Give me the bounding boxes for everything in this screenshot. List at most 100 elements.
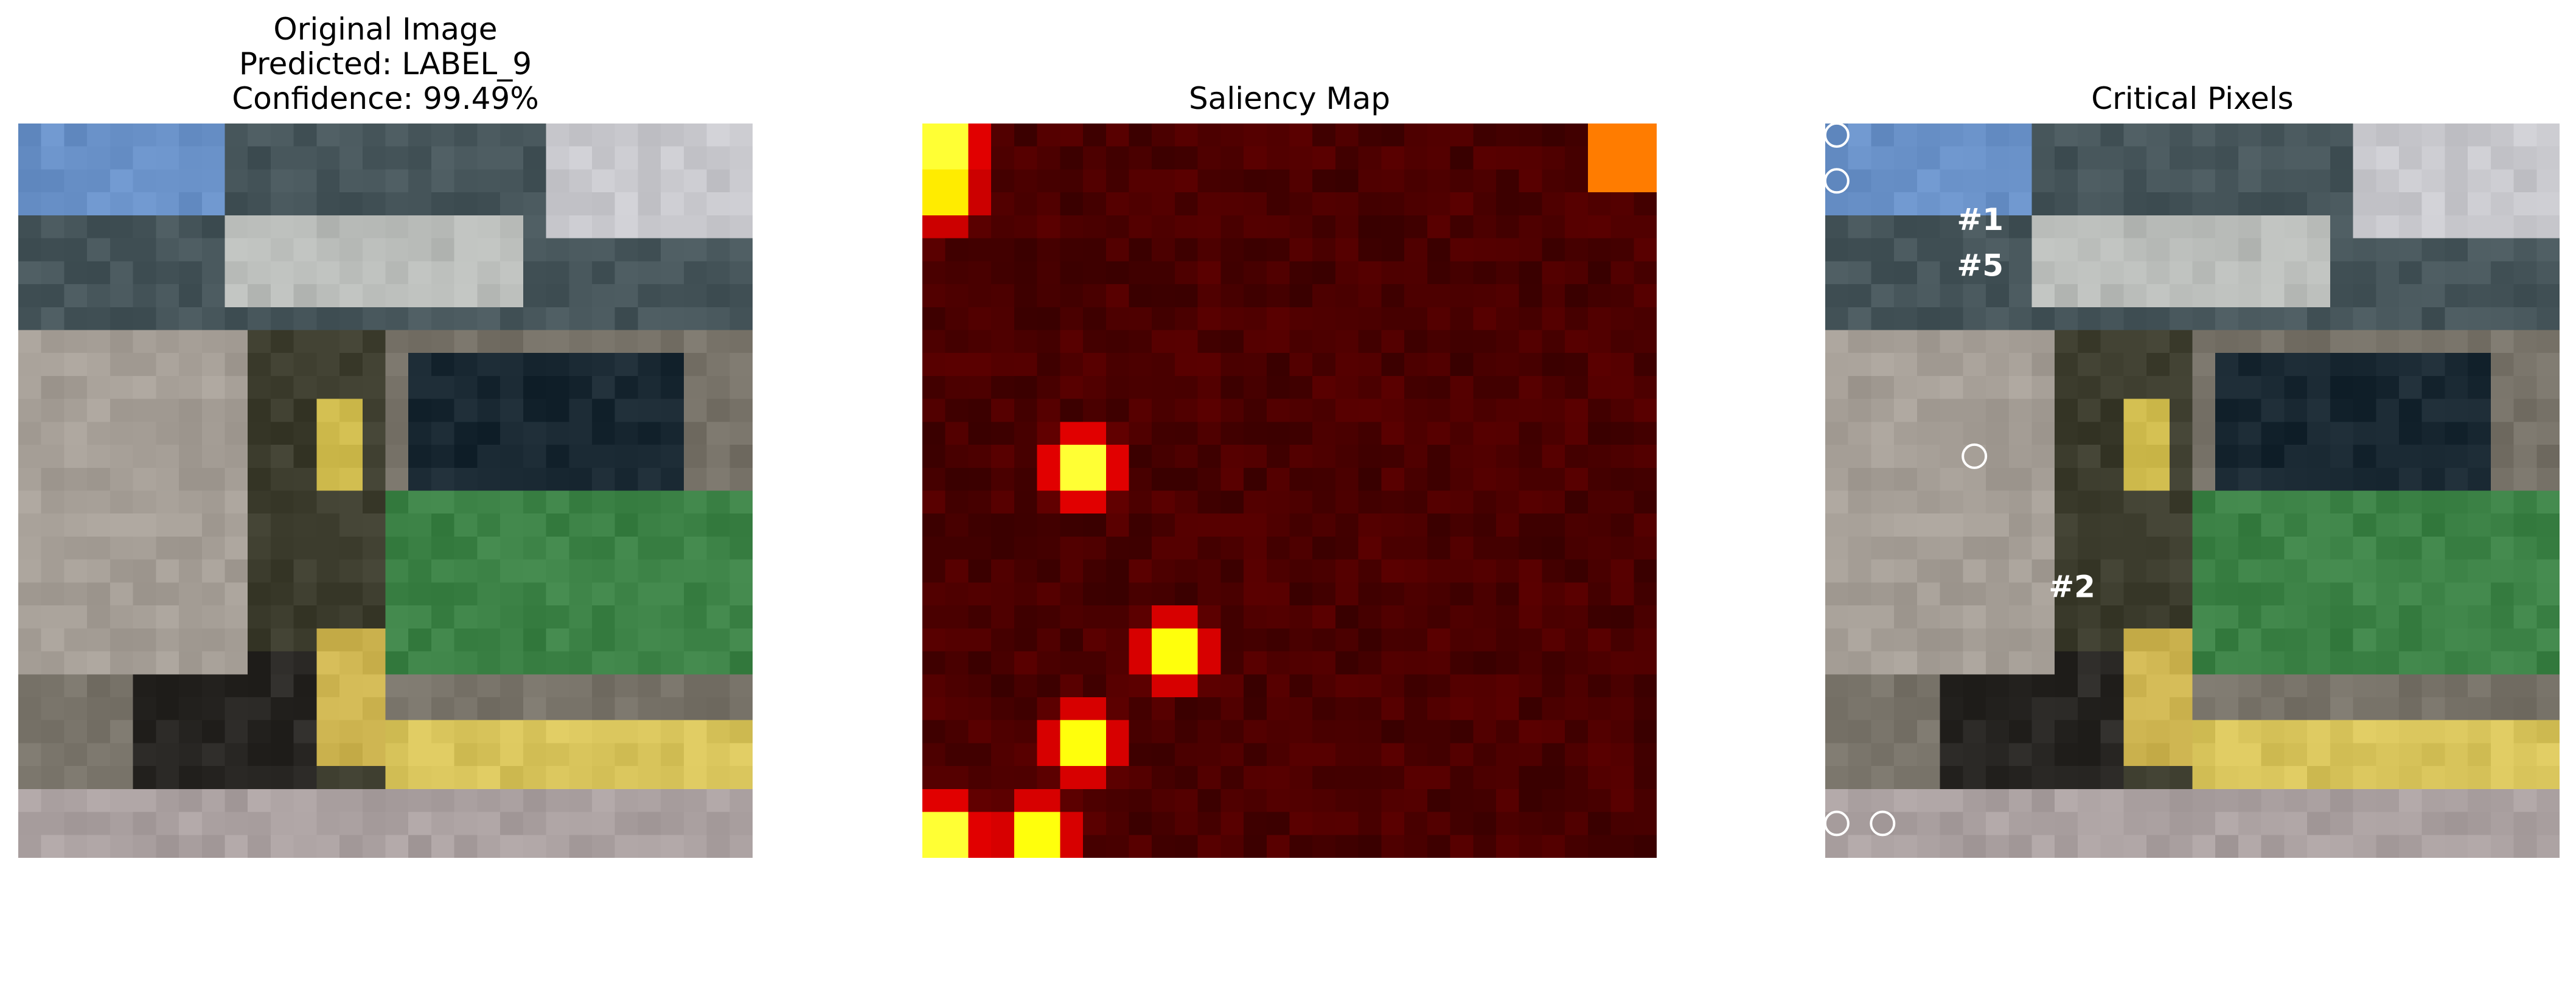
- image-pixel: [1610, 422, 1635, 445]
- image-pixel: [1634, 674, 1657, 698]
- image-pixel: [2330, 353, 2354, 377]
- image-pixel: [1289, 788, 1313, 813]
- image-pixel: [546, 490, 570, 514]
- image-pixel: [87, 124, 111, 147]
- image-pixel: [408, 536, 432, 560]
- image-pixel: [2398, 812, 2423, 836]
- image-pixel: [18, 559, 42, 583]
- image-pixel: [945, 353, 969, 377]
- image-pixel: [661, 399, 684, 423]
- image-pixel: [1940, 284, 1964, 308]
- image-pixel: [968, 399, 992, 423]
- image-pixel: [1037, 261, 1061, 285]
- image-pixel: [133, 192, 157, 216]
- image-pixel: [2353, 651, 2377, 675]
- image-pixel: [339, 628, 363, 652]
- image-pixel: [1894, 399, 1918, 423]
- image-pixel: [922, 490, 946, 514]
- image-pixel: [1542, 788, 1565, 813]
- image-pixel: [1060, 674, 1084, 698]
- image-pixel: [2398, 467, 2423, 492]
- image-pixel: [2077, 445, 2101, 468]
- image-pixel: [362, 743, 386, 767]
- image-pixel: [1986, 422, 2010, 445]
- image-pixel: [2330, 399, 2354, 423]
- image-pixel: [1014, 261, 1038, 285]
- image-pixel: [922, 169, 946, 193]
- image-pixel: [614, 766, 639, 790]
- image-pixel: [2146, 124, 2170, 147]
- image-pixel: [706, 238, 731, 262]
- image-pixel: [1940, 124, 1964, 147]
- image-pixel: [2445, 124, 2468, 147]
- image-pixel: [270, 628, 294, 652]
- image-pixel: [454, 284, 478, 308]
- image-pixel: [408, 146, 432, 170]
- image-pixel: [1427, 720, 1451, 744]
- image-pixel: [1037, 169, 1061, 193]
- image-pixel: [2261, 146, 2285, 170]
- image-pixel: [922, 422, 946, 445]
- image-pixel: [1037, 399, 1061, 423]
- image-pixel: [569, 490, 593, 514]
- image-pixel: [2215, 743, 2239, 767]
- image-pixel: [293, 766, 318, 790]
- image-pixel: [2008, 467, 2033, 492]
- image-pixel: [64, 559, 88, 583]
- image-pixel: [661, 582, 684, 606]
- image-pixel: [2330, 375, 2354, 400]
- image-pixel: [431, 375, 455, 400]
- image-pixel: [316, 582, 340, 606]
- image-pixel: [2421, 835, 2446, 858]
- image-pixel: [2421, 674, 2446, 698]
- image-pixel: [2055, 835, 2078, 858]
- image-pixel: [1986, 192, 2010, 216]
- image-pixel: [1289, 467, 1313, 492]
- image-pixel: [1358, 513, 1382, 537]
- image-pixel: [339, 766, 363, 790]
- image-pixel: [2421, 697, 2446, 721]
- image-pixel: [1220, 353, 1244, 377]
- image-pixel: [1473, 720, 1497, 744]
- image-pixel: [2398, 788, 2423, 813]
- image-pixel: [477, 743, 501, 767]
- image-pixel: [339, 192, 363, 216]
- image-pixel: [1916, 628, 1941, 652]
- image-pixel: [1381, 124, 1405, 147]
- image-pixel: [523, 766, 547, 790]
- image-pixel: [1450, 720, 1474, 744]
- image-pixel: [2398, 445, 2423, 468]
- image-pixel: [1427, 697, 1451, 721]
- image-pixel: [922, 536, 946, 560]
- image-pixel: [225, 307, 248, 331]
- image-pixel: [2468, 284, 2491, 308]
- image-pixel: [133, 490, 157, 514]
- image-pixel: [1037, 812, 1061, 836]
- image-pixel: [2008, 284, 2033, 308]
- image-pixel: [1381, 307, 1405, 331]
- image-pixel: [1450, 835, 1474, 858]
- image-pixel: [2490, 490, 2515, 514]
- image-pixel: [270, 674, 294, 698]
- image-pixel: [339, 422, 363, 445]
- image-pixel: [523, 330, 547, 353]
- image-pixel: [2261, 788, 2285, 813]
- image-pixel: [968, 766, 992, 790]
- image-pixel: [18, 582, 42, 606]
- image-pixel: [2238, 766, 2262, 790]
- image-pixel: [1312, 513, 1336, 537]
- image-pixel: [945, 536, 969, 560]
- image-pixel: [156, 720, 179, 744]
- image-pixel: [1266, 169, 1290, 193]
- image-pixel: [1940, 720, 1964, 744]
- image-pixel: [2077, 375, 2101, 400]
- image-pixel: [454, 788, 478, 813]
- image-pixel: [64, 422, 88, 445]
- image-pixel: [2490, 651, 2515, 675]
- image-pixel: [2330, 559, 2354, 583]
- image-pixel: [339, 467, 363, 492]
- image-pixel: [2536, 353, 2560, 377]
- image-pixel: [179, 307, 203, 331]
- image-pixel: [385, 284, 409, 308]
- image-pixel: [362, 467, 386, 492]
